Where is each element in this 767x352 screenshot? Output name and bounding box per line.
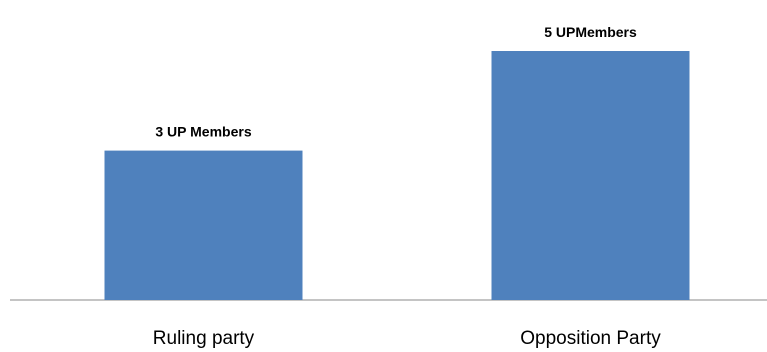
category-labels-group: Ruling party Opposition Party bbox=[153, 328, 661, 349]
category-label-1: Opposition Party bbox=[520, 328, 661, 349]
data-label-1: 5 UPMembers bbox=[544, 24, 637, 40]
data-label-0: 3 UP Members bbox=[155, 124, 251, 140]
bar-0 bbox=[104, 150, 303, 300]
bars-group bbox=[104, 51, 690, 300]
category-label-0: Ruling party bbox=[153, 328, 255, 349]
data-labels-group: 3 UP Members 5 UPMembers bbox=[155, 24, 637, 140]
bar-1 bbox=[491, 51, 690, 300]
